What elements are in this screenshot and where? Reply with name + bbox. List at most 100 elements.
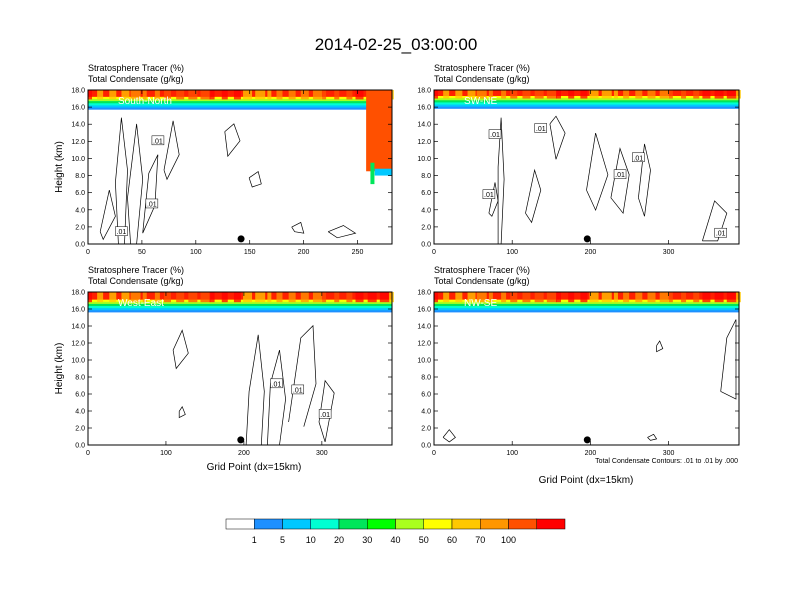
- tracer-streak: [267, 292, 272, 303]
- contour-info: Total Condensate Contours: .01 to .01 by…: [595, 458, 738, 465]
- contour-label: .01: [272, 381, 282, 388]
- contour-label-box: [115, 226, 128, 236]
- panel-label: NW-SE: [464, 298, 497, 309]
- condensate-contour: [178, 406, 186, 419]
- location-marker: [237, 436, 245, 444]
- y-tick-label: 0.0: [75, 242, 85, 249]
- tracer-band: [434, 101, 739, 105]
- y-tick-label: 10.0: [71, 156, 85, 163]
- y-tick-label: 16.0: [417, 307, 431, 314]
- tracer-streak: [367, 292, 377, 303]
- contour-label: .01: [633, 155, 643, 162]
- colorbar-label: 50: [419, 535, 429, 545]
- tracer-streak: [501, 292, 507, 303]
- tracer-streak: [164, 292, 171, 303]
- y-tick-label: 14.0: [417, 324, 431, 331]
- y-tick-label: 4.0: [75, 409, 85, 416]
- colorbar-label: 70: [475, 535, 485, 545]
- condensate-contour: [267, 350, 286, 446]
- condensate-contour: [142, 154, 159, 234]
- y-tick-label: 4.0: [421, 207, 431, 214]
- tracer-streak: [668, 292, 673, 303]
- colorbar-box: [367, 518, 396, 530]
- condensate-contour: [248, 171, 262, 188]
- x-tick-label: 150: [244, 249, 256, 256]
- contour-label: .01: [716, 231, 726, 238]
- tracer-streak: [613, 90, 618, 99]
- tracer-streak: [334, 90, 340, 100]
- tracer-streak: [647, 90, 656, 99]
- colorbar-box: [310, 518, 340, 530]
- left-title-line1: Stratosphere Tracer (%): [434, 63, 530, 73]
- colorbar-box: [508, 518, 537, 530]
- condensate-contour: [720, 319, 737, 400]
- condensate-contour: [586, 133, 609, 212]
- y-tick-label: 8.0: [75, 173, 85, 180]
- tracer-streak: [510, 90, 518, 99]
- tracer-streak: [188, 292, 198, 303]
- contour-label: .01: [615, 172, 625, 179]
- plot-frame: [87, 89, 393, 245]
- tracer-streak: [702, 90, 711, 99]
- x-tick-label: 0: [86, 249, 90, 256]
- tracer-streak: [488, 292, 493, 303]
- tracer-streak: [154, 292, 160, 303]
- tracer-streak: [109, 90, 117, 100]
- tracer-streak: [88, 90, 92, 100]
- y-tick-label: 14.0: [71, 122, 85, 129]
- tracer-streak: [200, 90, 211, 100]
- colorbar-label: 60: [447, 535, 457, 545]
- y-tick-label: 6.0: [421, 190, 431, 197]
- condensate-contour: [656, 340, 664, 353]
- y-tick-label: 16.0: [71, 307, 85, 314]
- tracer-streak: [668, 90, 673, 99]
- tracer-streak: [288, 90, 296, 100]
- tracer-streak: [568, 292, 575, 303]
- y-tick-label: 16.0: [71, 105, 85, 112]
- contour-label: .01: [320, 412, 330, 419]
- y-tick-label: 4.0: [421, 409, 431, 416]
- tracer-streak: [476, 292, 487, 303]
- left-title-line2: Total Condensate (g/kg): [88, 74, 184, 84]
- x-axis-label-right: Grid Point (dx=15km): [539, 475, 634, 486]
- contour-label-box: [714, 227, 727, 238]
- colorbar-box: [395, 518, 424, 530]
- tracer-streak: [534, 292, 544, 303]
- x-tick-label: 300: [316, 450, 328, 457]
- contour-label-box: [488, 129, 502, 139]
- tracer-streak: [443, 90, 450, 99]
- location-marker: [583, 235, 591, 243]
- tracer-streak: [589, 292, 599, 303]
- tracer-streak: [233, 90, 241, 100]
- y-tick-label: 12.0: [71, 341, 85, 348]
- tracer-streak: [635, 292, 643, 303]
- tracer-intrusion: [370, 162, 375, 185]
- panel-3: .01 .01 .01 West-East Stratosphere Tracer (%…: [54, 265, 394, 457]
- tracer-streak: [568, 90, 575, 99]
- figure-title: 2014-02-25_03:00:00: [315, 35, 478, 54]
- tracer-streak: [702, 292, 711, 303]
- tracer-streak: [714, 90, 724, 99]
- tracer-streak: [623, 90, 630, 99]
- tracer-band: [88, 301, 392, 304]
- tracer-streak: [154, 90, 160, 100]
- panel-4: NW-SE Stratosphere Tracer (%)Total Conden…: [417, 265, 741, 457]
- tracer-band: [88, 305, 392, 309]
- tracer-streak: [233, 292, 241, 303]
- y-tick-label: 6.0: [421, 392, 431, 399]
- tracer-band: [88, 303, 392, 307]
- tracer-band: [88, 307, 392, 311]
- tracer-streak: [188, 90, 198, 100]
- y-tick-label: 10.0: [71, 358, 85, 365]
- y-tick-label: 6.0: [75, 190, 85, 197]
- tracer-band: [88, 102, 392, 106]
- left-title-line2: Total Condensate (g/kg): [434, 74, 530, 84]
- tracer-intrusion: [366, 90, 392, 172]
- contour-label-box: [145, 198, 159, 209]
- tracer-streak: [355, 90, 364, 100]
- tracer-streak: [88, 292, 92, 303]
- condensate-contour: [318, 379, 335, 443]
- colorbar-label: 20: [334, 535, 344, 545]
- tracer-streak: [601, 292, 612, 303]
- y-tick-label: 14.0: [71, 324, 85, 331]
